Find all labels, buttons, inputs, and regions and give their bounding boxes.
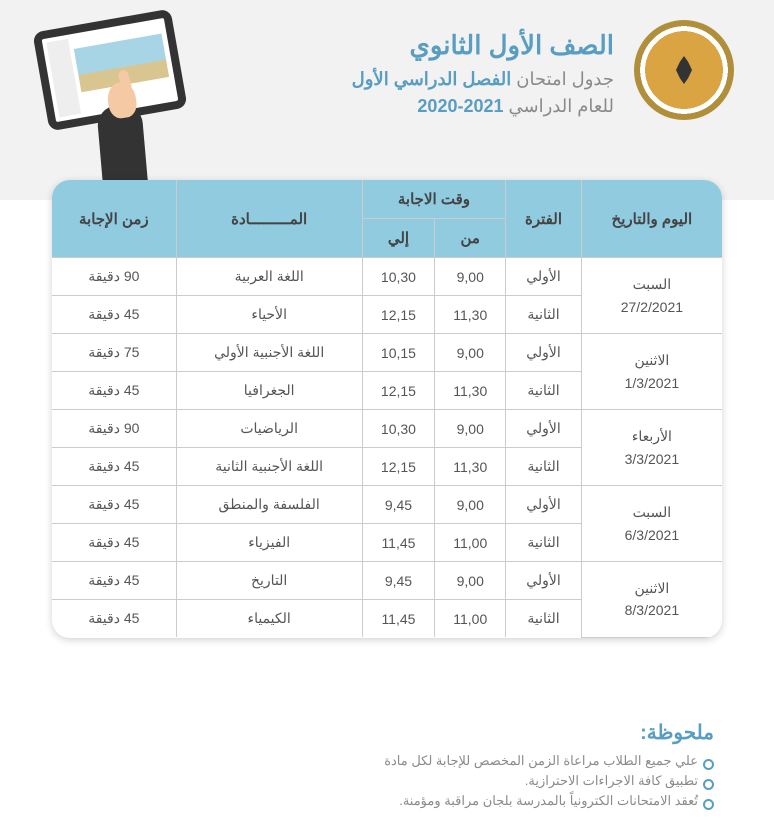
cell-period: الأولي — [506, 410, 582, 448]
cell-period: الثانية — [506, 600, 582, 638]
exam-table: اليوم والتاريخ الفترة وقت الاجابة المـــ… — [52, 180, 722, 638]
cell-duration: 45 دقيقة — [52, 562, 176, 600]
cell-from: 9,00 — [435, 562, 506, 600]
cell-period: الأولي — [506, 258, 582, 296]
cell-to: 10,15 — [362, 334, 435, 372]
cell-from: 9,00 — [435, 410, 506, 448]
cell-subject: الفيزياء — [176, 524, 362, 562]
cell-duration: 90 دقيقة — [52, 258, 176, 296]
cell-period: الأولي — [506, 486, 582, 524]
th-answer-time: وقت الاجابة — [362, 180, 506, 219]
cell-subject: اللغة العربية — [176, 258, 362, 296]
cell-from: 9,00 — [435, 258, 506, 296]
cell-day-date: الاثنين8/3/2021 — [581, 562, 722, 638]
header-area: الصف الأول الثانوي جدول امتحان الفصل الد… — [0, 0, 774, 200]
cell-period: الثانية — [506, 524, 582, 562]
cell-from: 11,00 — [435, 600, 506, 638]
cell-subject: اللغة الأجنبية الثانية — [176, 448, 362, 486]
notes-title: ملحوظة: — [60, 720, 714, 745]
cell-from: 11,30 — [435, 372, 506, 410]
note-item: تُعقد الامتحانات الكترونياً بالمدرسة بلج… — [60, 793, 714, 809]
line3-pre: للعام الدراسي — [504, 96, 614, 116]
cell-duration: 45 دقيقة — [52, 600, 176, 638]
tablet-illustration — [40, 20, 200, 180]
cell-from: 9,00 — [435, 486, 506, 524]
th-from: من — [435, 219, 506, 258]
ministry-logo — [634, 20, 734, 120]
cell-period: الأولي — [506, 562, 582, 600]
cell-to: 11,45 — [362, 524, 435, 562]
cell-subject: الرياضيات — [176, 410, 362, 448]
cell-day-date: الأربعاء3/3/2021 — [581, 410, 722, 486]
table-head: اليوم والتاريخ الفترة وقت الاجابة المـــ… — [52, 180, 722, 258]
cell-subject: التاريخ — [176, 562, 362, 600]
line3-hl: 2021-2020 — [417, 96, 503, 116]
cell-subject: اللغة الأجنبية الأولي — [176, 334, 362, 372]
cell-to: 9,45 — [362, 562, 435, 600]
note-item: تطبيق كافة الاجراءات الاحترازية. — [60, 773, 714, 789]
cell-duration: 45 دقيقة — [52, 372, 176, 410]
cell-period: الثانية — [506, 372, 582, 410]
table-row: الاثنين1/3/2021الأولي9,0010,15اللغة الأج… — [52, 334, 722, 372]
th-to: إلي — [362, 219, 435, 258]
cell-to: 12,15 — [362, 448, 435, 486]
cell-to: 10,30 — [362, 410, 435, 448]
exam-table-wrap: اليوم والتاريخ الفترة وقت الاجابة المـــ… — [52, 180, 722, 638]
line2-pre: جدول امتحان — [511, 69, 614, 89]
cell-duration: 75 دقيقة — [52, 334, 176, 372]
cell-duration: 45 دقيقة — [52, 296, 176, 334]
cell-period: الثانية — [506, 296, 582, 334]
cell-period: الأولي — [506, 334, 582, 372]
cell-subject: الفلسفة والمنطق — [176, 486, 362, 524]
th-period: الفترة — [506, 180, 582, 258]
th-day-date: اليوم والتاريخ — [581, 180, 722, 258]
cell-to: 12,15 — [362, 296, 435, 334]
cell-from: 11,00 — [435, 524, 506, 562]
table-body: السبت27/2/2021الأولي9,0010,30اللغة العرب… — [52, 258, 722, 638]
cell-duration: 45 دقيقة — [52, 486, 176, 524]
th-duration: زمن الإجابة — [52, 180, 176, 258]
note-item: علي جميع الطلاب مراعاة الزمن المخصص للإج… — [60, 753, 714, 769]
table-row: الأربعاء3/3/2021الأولي9,0010,30الرياضيات… — [52, 410, 722, 448]
cell-to: 11,45 — [362, 600, 435, 638]
line2-hl: الفصل الدراسي الأول — [352, 69, 512, 89]
cell-to: 9,45 — [362, 486, 435, 524]
cell-duration: 45 دقيقة — [52, 448, 176, 486]
cell-to: 10,30 — [362, 258, 435, 296]
th-subject: المـــــــــادة — [176, 180, 362, 258]
notes-list: علي جميع الطلاب مراعاة الزمن المخصص للإج… — [60, 753, 714, 809]
cell-day-date: السبت6/3/2021 — [581, 486, 722, 562]
table-row: السبت27/2/2021الأولي9,0010,30اللغة العرب… — [52, 258, 722, 296]
cell-duration: 45 دقيقة — [52, 524, 176, 562]
cell-from: 9,00 — [435, 334, 506, 372]
cell-from: 11,30 — [435, 296, 506, 334]
table-row: السبت6/3/2021الأولي9,009,45الفلسفة والمن… — [52, 486, 722, 524]
cell-day-date: الاثنين1/3/2021 — [581, 334, 722, 410]
cell-to: 12,15 — [362, 372, 435, 410]
cell-duration: 90 دقيقة — [52, 410, 176, 448]
cell-subject: الكيمياء — [176, 600, 362, 638]
cell-period: الثانية — [506, 448, 582, 486]
cell-subject: الأحياء — [176, 296, 362, 334]
notes-section: ملحوظة: علي جميع الطلاب مراعاة الزمن الم… — [60, 720, 714, 813]
cell-from: 11,30 — [435, 448, 506, 486]
cell-day-date: السبت27/2/2021 — [581, 258, 722, 334]
cell-subject: الجغرافيا — [176, 372, 362, 410]
table-row: الاثنين8/3/2021الأولي9,009,45التاريخ45 د… — [52, 562, 722, 600]
